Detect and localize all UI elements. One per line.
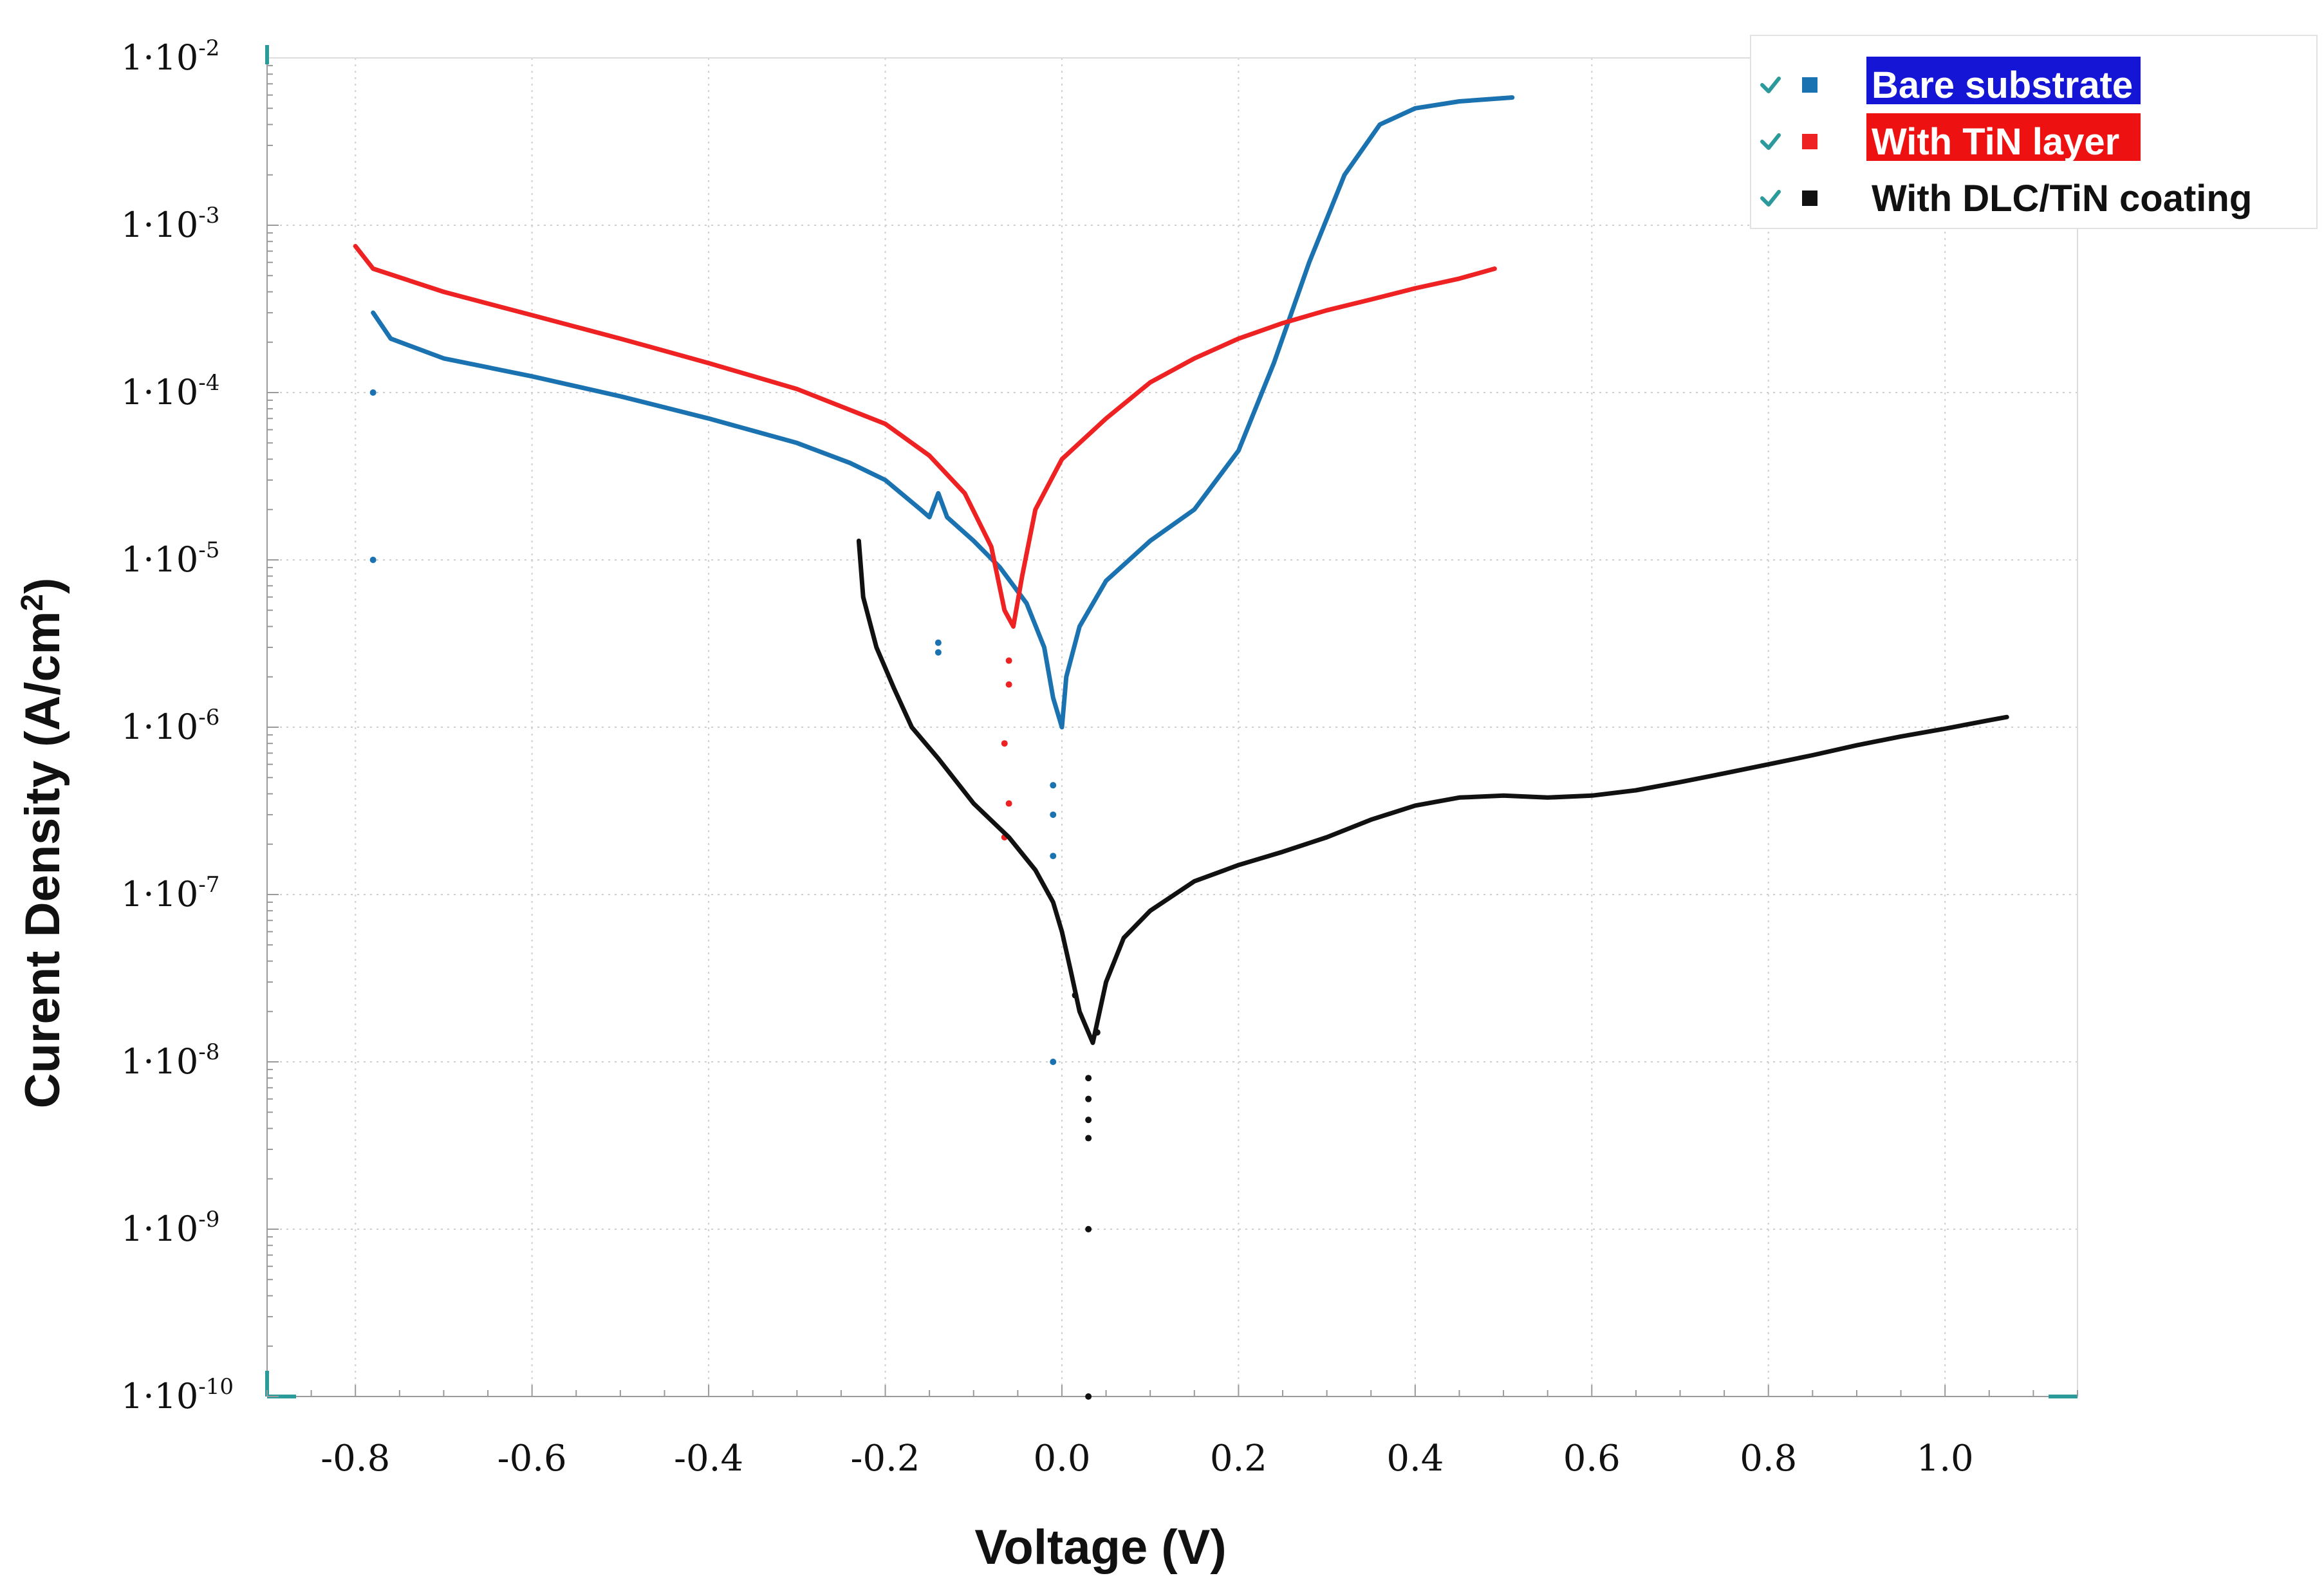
- legend-highlight: [1866, 113, 2141, 161]
- data-point: [1085, 1135, 1092, 1142]
- x-tick-label: 0.6: [1563, 1438, 1621, 1480]
- data-point: [369, 389, 376, 396]
- y-tick-label: 1·10-6: [121, 705, 219, 747]
- data-point: [1085, 1226, 1092, 1232]
- y-axis-title-sup: 2: [15, 594, 50, 611]
- y-tick-exponent: -5: [198, 537, 219, 563]
- series-0: [369, 95, 1515, 1065]
- data-point: [1085, 1117, 1092, 1124]
- y-tick-base: 1·10: [121, 1376, 198, 1416]
- y-tick-base: 1·10: [121, 539, 198, 580]
- data-point: [369, 557, 376, 563]
- legend: Bare substrate With TiN layer With DLC/TiN…: [1750, 35, 2318, 229]
- tick-labels: -0.8 -0.6 -0.4 -0.2 0.0 0.2 0.4 0.6 0.8 1.01·10-2…: [121, 35, 1974, 1480]
- y-tick-base: 1·10: [121, 1209, 198, 1249]
- series-1: [353, 244, 1497, 840]
- y-tick-label: 1·10-2: [121, 35, 219, 78]
- legend-swatch: [1802, 77, 1817, 93]
- y-tick-label: 1·10-3: [121, 203, 219, 245]
- data-point: [1085, 1075, 1092, 1082]
- y-tick-exponent: -3: [198, 203, 219, 228]
- y-tick-label: 1·10-8: [121, 1039, 219, 1082]
- y-tick-exponent: -8: [198, 1039, 219, 1065]
- y-tick-label: 1·10-7: [121, 872, 219, 914]
- x-tick-label: -0.4: [674, 1438, 743, 1480]
- y-tick-exponent: -7: [198, 872, 219, 898]
- legend-swatch: [1802, 134, 1817, 149]
- data-point: [1085, 1095, 1092, 1102]
- y-tick-label: 1·10-10: [121, 1374, 234, 1416]
- y-axis-title-main: Curent Density (A/cm: [15, 611, 70, 1109]
- checkmark-icon: [1760, 133, 1781, 150]
- legend-label: Bare substrate: [1872, 64, 2133, 106]
- x-tick-label: 0.8: [1740, 1438, 1797, 1480]
- checkmark-icon: [1760, 77, 1781, 93]
- legend-highlight: [1866, 57, 2141, 104]
- y-axis-title-close: ): [15, 578, 70, 594]
- x-tick-label: 0.0: [1033, 1438, 1090, 1480]
- y-tick-base: 1·10: [121, 37, 198, 78]
- y-tick-label: 1·10-5: [121, 537, 219, 580]
- data-point: [934, 649, 942, 656]
- series-2: [856, 538, 2009, 1400]
- series-line: [856, 538, 2009, 1045]
- data-point: [1005, 681, 1012, 688]
- x-tick-label: 0.2: [1210, 1438, 1267, 1480]
- data-point: [1050, 782, 1057, 789]
- legend-label: With TiN layer: [1872, 121, 2119, 163]
- legend-swatch: [1802, 190, 1817, 206]
- legend-item-1: With TiN layer: [1760, 113, 2141, 163]
- x-tick-label: -0.2: [851, 1438, 920, 1480]
- x-tick-label: 0.4: [1386, 1438, 1444, 1480]
- legend-label: With DLC/TiN coating: [1872, 178, 2252, 219]
- legend-item-2: With DLC/TiN coating: [1760, 178, 2252, 219]
- data-point: [1072, 992, 1079, 999]
- series-line: [371, 95, 1515, 730]
- y-tick-base: 1·10: [121, 707, 198, 747]
- data-point: [1093, 1029, 1101, 1036]
- y-tick-exponent: -9: [198, 1207, 219, 1232]
- data-point: [1005, 657, 1012, 664]
- y-tick-exponent: -10: [198, 1374, 234, 1400]
- data-point: [934, 639, 942, 646]
- y-tick-base: 1·10: [121, 874, 198, 914]
- y-tick-label: 1·10-9: [121, 1207, 219, 1249]
- x-tick-label: -0.8: [321, 1438, 390, 1480]
- series-line: [353, 244, 1497, 629]
- y-tick-label: 1·10-4: [121, 370, 219, 413]
- y-tick-base: 1·10: [121, 205, 198, 245]
- x-axis-title: Voltage (V): [974, 1520, 1226, 1575]
- data-point: [1005, 800, 1012, 807]
- data-point: [1001, 740, 1008, 747]
- y-tick-exponent: -4: [198, 370, 219, 396]
- plot-area: [353, 95, 2009, 1400]
- data-point: [1050, 1059, 1057, 1065]
- y-tick-exponent: -2: [198, 35, 219, 61]
- y-tick-base: 1·10: [121, 372, 198, 413]
- y-axis-title: Curent Density (A/cm2): [15, 578, 71, 1109]
- data-point: [1085, 1393, 1092, 1400]
- x-tick-label: 1.0: [1917, 1438, 1974, 1480]
- y-tick-base: 1·10: [121, 1041, 198, 1082]
- checkmark-icon: [1760, 190, 1781, 207]
- data-point: [1050, 811, 1057, 818]
- y-tick-exponent: -6: [198, 705, 219, 730]
- data-point: [1050, 853, 1057, 860]
- axes: [265, 45, 2078, 1398]
- legend-item-0: Bare substrate: [1760, 57, 2141, 106]
- x-tick-label: -0.6: [497, 1438, 567, 1480]
